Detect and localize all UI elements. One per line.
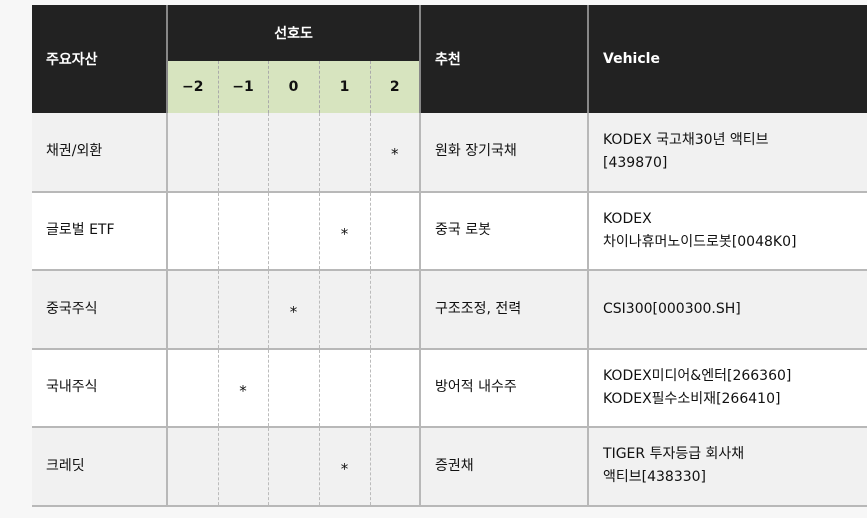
recommendation-cell: 원화 장기국채 (419, 113, 589, 193)
table-row: 글로벌 ETF * 중국 로봇 KODEX 차이나휴머노이드로봇[0048K0] (32, 191, 867, 271)
preference-cell (267, 191, 319, 271)
header-preference: 선호도 (165, 5, 421, 61)
vehicle-line: [439870] (603, 154, 668, 171)
vehicle-line: KODEX 국고채30년 액티브 (603, 131, 769, 148)
vehicle-line: TIGER 투자등급 회사채 (603, 446, 745, 463)
recommendation-cell: 중국 로봇 (419, 191, 589, 271)
asset-cell: 채권/외환 (32, 113, 167, 193)
preference-cell (267, 348, 319, 428)
table-row: 크레딧 * 증권채 TIGER 투자등급 회사채 액티브[438330] (32, 427, 867, 507)
preference-cell (318, 270, 370, 350)
vehicle-line: KODEX (603, 210, 652, 227)
preference-cell (217, 427, 268, 507)
preference-cell: * (217, 348, 268, 428)
vehicle-line: KODEX필수소비재[266410] (603, 390, 781, 407)
preference-cell (369, 270, 421, 350)
preference-marker: * (391, 145, 399, 163)
preference-cell (369, 348, 421, 428)
vehicle-line: CSI300[000300.SH] (603, 300, 741, 317)
table-row: 채권/외환 * 원화 장기국채 KODEX 국고채30년 액티브 [439870] (32, 113, 867, 193)
vehicle-line: 차이나휴머노이드로봇[0048K0] (603, 233, 797, 250)
vehicle-line: 액티브[438330] (603, 469, 707, 486)
preference-cell: * (318, 427, 370, 507)
preference-cell (166, 270, 218, 350)
scale-label: 0 (267, 61, 319, 113)
asset-cell: 글로벌 ETF (32, 191, 167, 271)
preference-cell (217, 191, 268, 271)
preference-cell (267, 427, 319, 507)
preference-marker: * (239, 381, 247, 400)
preference-cell: * (318, 191, 370, 271)
recommendation-cell: 구조조정, 전력 (419, 270, 589, 350)
preference-cell (166, 191, 218, 271)
vehicle-cell: CSI300[000300.SH] (587, 270, 867, 350)
header-vehicle: Vehicle (587, 5, 867, 113)
scale-label: 1 (318, 61, 370, 113)
preference-marker: * (289, 303, 298, 321)
header-asset: 주요자산 (32, 5, 167, 113)
asset-cell: 중국주식 (32, 270, 167, 350)
scale-label: −2 (166, 61, 218, 113)
asset-cell: 크레딧 (32, 427, 167, 507)
asset-preference-table: 주요자산 선호도 추천 Vehicle −2 −1 0 1 2 채권/외환 * 원화… (32, 5, 867, 507)
vehicle-cell: KODEX 국고채30년 액티브 [439870] (587, 113, 867, 193)
preference-cell (217, 113, 268, 193)
preference-cell (318, 348, 370, 428)
preference-cell: * (369, 113, 421, 193)
preference-cell (166, 348, 218, 428)
asset-cell: 국내주식 (32, 348, 167, 428)
vehicle-cell: KODEX 차이나휴머노이드로봇[0048K0] (587, 191, 867, 271)
recommendation-cell: 방어적 내수주 (419, 348, 589, 428)
preference-marker: * (340, 224, 349, 243)
preference-cell: * (267, 270, 319, 350)
recommendation-cell: 증권채 (419, 427, 589, 507)
preference-cell (166, 113, 218, 193)
preference-cell (369, 427, 421, 507)
preference-cell (369, 191, 421, 271)
preference-marker: * (340, 460, 349, 478)
table-row: 중국주식 * 구조조정, 전력 CSI300[000300.SH] (32, 270, 867, 350)
header-recommendation: 추천 (419, 5, 589, 113)
preference-cell (166, 427, 218, 507)
vehicle-line: KODEX미디어&엔터[266360] (603, 367, 792, 384)
preference-cell (217, 270, 268, 350)
scale-label: 2 (369, 61, 421, 113)
scale-label: −1 (217, 61, 268, 113)
preference-cell (267, 113, 319, 193)
table-row: 국내주식 * 방어적 내수주 KODEX미디어&엔터[266360] KODEX필수소비… (32, 348, 867, 428)
vehicle-cell: KODEX미디어&엔터[266360] KODEX필수소비재[266410] (587, 348, 867, 428)
preference-cell (318, 113, 370, 193)
